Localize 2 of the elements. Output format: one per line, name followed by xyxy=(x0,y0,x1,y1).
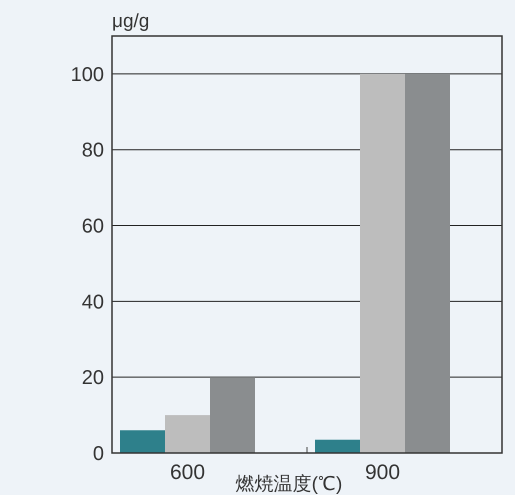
ylabel: μg/g xyxy=(112,11,150,32)
xlabel: 燃焼温度(℃) xyxy=(236,474,342,495)
